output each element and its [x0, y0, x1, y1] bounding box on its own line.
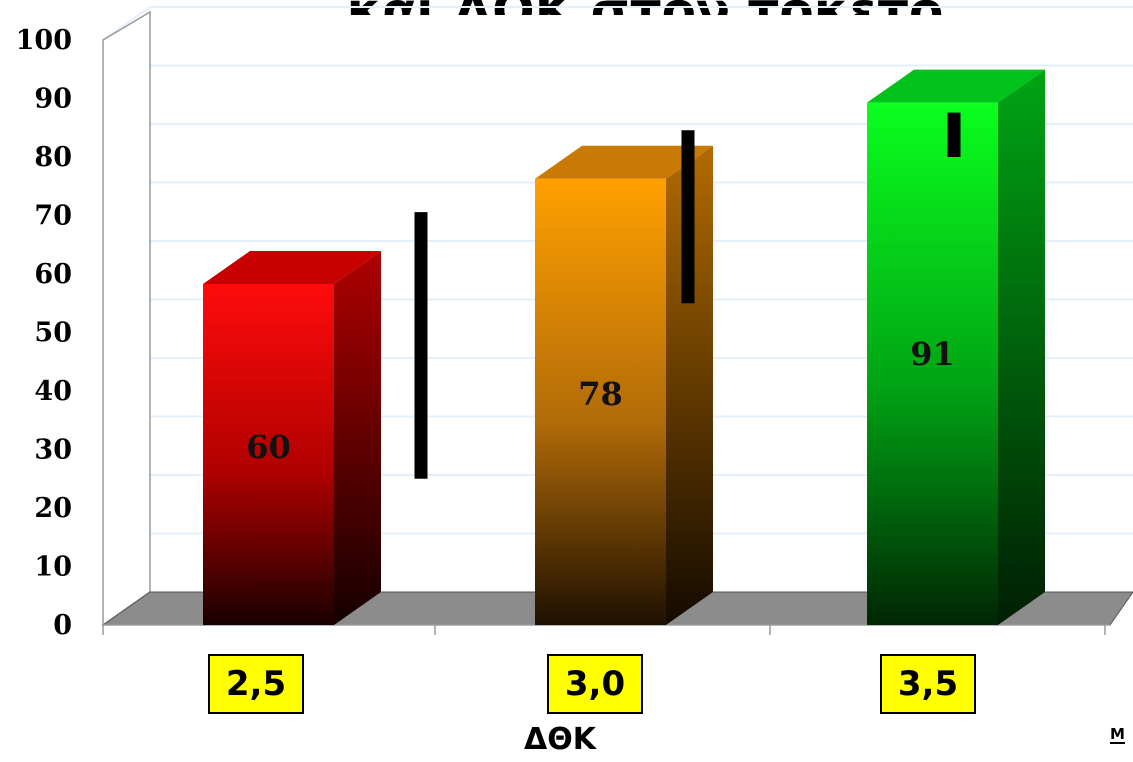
bar	[535, 178, 666, 625]
bar	[203, 284, 334, 625]
y-tick-label: 60	[34, 259, 72, 290]
bars: 60 78 91	[203, 69, 1045, 625]
bar-side	[666, 145, 713, 625]
y-tick-label: 100	[16, 25, 72, 56]
bar-top	[203, 251, 381, 284]
y-axis-ticks: 0 10 20 30 40 50 60 70 80 90 100	[16, 25, 72, 641]
x-tick-label: 3,0	[547, 654, 643, 714]
y-tick-label: 40	[34, 376, 72, 407]
y-tick-label: 70	[34, 201, 72, 232]
y-tick-label: 20	[34, 493, 72, 524]
y-tick-label: 30	[34, 435, 72, 466]
y-tick-label: 10	[34, 552, 72, 583]
bar	[867, 102, 998, 625]
error-bars	[414, 112, 961, 479]
corner-mark: M	[1110, 725, 1125, 744]
x-axis-title: ΔΘΚ	[524, 722, 596, 757]
bar-top	[535, 145, 713, 179]
bar-value-label: 78	[578, 375, 623, 413]
bar-side	[998, 69, 1045, 625]
bar-top	[867, 69, 1045, 103]
bar-value-label: 91	[910, 335, 955, 373]
y-tick-label: 90	[34, 84, 72, 115]
bar-value-label: 60	[246, 428, 291, 466]
x-tick-label: 2,5	[208, 654, 304, 714]
y-tick-label: 0	[53, 610, 72, 641]
chart-left-wall	[102, 10, 151, 627]
y-tick-label: 80	[34, 142, 72, 173]
y-tick-label: 50	[34, 318, 72, 349]
bar-side	[334, 251, 381, 625]
x-tick-label: 3,5	[880, 654, 976, 714]
